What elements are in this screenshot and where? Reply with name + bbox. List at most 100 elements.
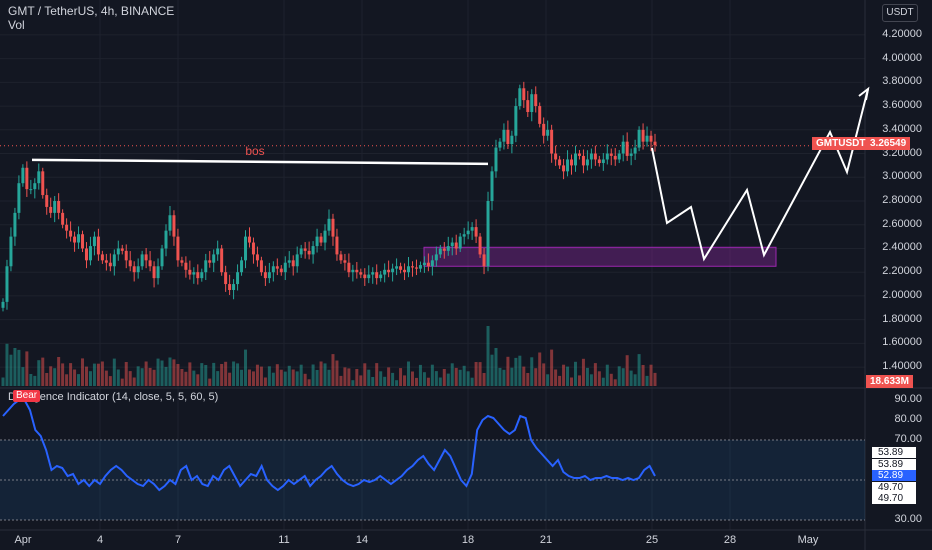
volume-bar bbox=[65, 374, 69, 386]
time-tick: 18 bbox=[461, 534, 475, 546]
candle-body bbox=[307, 250, 311, 255]
volume-bar bbox=[359, 375, 363, 386]
candle-body bbox=[251, 242, 255, 255]
candle-body bbox=[45, 195, 49, 207]
volume-bar bbox=[530, 357, 534, 386]
volume-bar bbox=[200, 363, 204, 386]
candle-body bbox=[49, 206, 53, 213]
volume-bar bbox=[407, 361, 411, 386]
candle-body bbox=[180, 260, 184, 263]
volume-bar bbox=[152, 369, 156, 386]
volume-bar bbox=[609, 373, 613, 386]
candle-body bbox=[399, 266, 403, 270]
volume-bar bbox=[172, 359, 176, 386]
volume-bar bbox=[144, 361, 148, 386]
candle-body bbox=[422, 262, 426, 266]
volume-bar bbox=[466, 371, 470, 386]
volume-bar bbox=[247, 369, 251, 386]
candle-body bbox=[478, 236, 482, 255]
candle-body bbox=[486, 201, 490, 267]
volume-bar bbox=[566, 366, 570, 386]
candle-body bbox=[291, 260, 295, 267]
volume-bar bbox=[418, 364, 422, 386]
volume-bar bbox=[637, 354, 641, 386]
candle-body bbox=[375, 272, 379, 279]
volume-bar bbox=[120, 378, 124, 386]
price-tick: 2.60000 bbox=[882, 217, 922, 230]
volume-bar bbox=[251, 371, 255, 386]
candle-body bbox=[172, 215, 176, 237]
indicator-tick: 90.00 bbox=[894, 393, 922, 405]
candle-body bbox=[585, 159, 589, 166]
volume-bar bbox=[160, 360, 164, 386]
candle-body bbox=[502, 129, 506, 142]
candle-body bbox=[331, 218, 335, 237]
candle-body bbox=[156, 266, 160, 279]
candle-body bbox=[621, 141, 625, 154]
candle-body bbox=[530, 94, 534, 112]
volume-bar bbox=[395, 380, 399, 386]
volume-bar bbox=[379, 371, 383, 386]
volume-bar bbox=[180, 369, 184, 386]
candle-body bbox=[208, 260, 212, 263]
volume-bar bbox=[176, 364, 180, 386]
candle-body bbox=[228, 284, 232, 290]
time-tick: 21 bbox=[539, 534, 553, 546]
candle-body bbox=[601, 159, 605, 164]
candle-body bbox=[53, 201, 57, 213]
candle-body bbox=[522, 88, 526, 101]
candle-body bbox=[363, 274, 367, 279]
volume-bar bbox=[478, 362, 482, 386]
candle-body bbox=[295, 254, 299, 267]
candle-body bbox=[562, 165, 566, 172]
volume-bar bbox=[597, 371, 601, 386]
candle-body bbox=[407, 266, 411, 273]
volume-bar bbox=[446, 373, 450, 386]
volume-bar bbox=[17, 349, 21, 386]
volume-bar bbox=[21, 367, 25, 386]
candle-body bbox=[176, 236, 180, 261]
price-tick: 4.00000 bbox=[882, 51, 922, 64]
indicator-chip: 53.89 bbox=[872, 447, 916, 458]
candle-body bbox=[355, 269, 359, 273]
candle-body bbox=[244, 236, 248, 261]
candle-body bbox=[641, 129, 645, 142]
candle-body bbox=[510, 135, 514, 145]
volume-bar bbox=[585, 367, 589, 386]
currency-button[interactable]: USDT bbox=[882, 4, 918, 22]
price-tick: 1.40000 bbox=[882, 360, 922, 373]
volume-bar bbox=[621, 368, 625, 386]
volume-bar bbox=[77, 374, 81, 386]
last-price-tag: 3.26549 bbox=[866, 137, 911, 150]
volume-bar bbox=[434, 371, 438, 386]
candle-body bbox=[148, 260, 152, 267]
volume-bar bbox=[653, 372, 657, 386]
candle-body bbox=[442, 248, 446, 251]
indicator-chip: 49.70 bbox=[872, 493, 916, 504]
candle-body bbox=[212, 254, 216, 263]
price-tick: 3.40000 bbox=[882, 122, 922, 135]
volume-bar bbox=[220, 364, 224, 386]
candle-body bbox=[168, 215, 172, 231]
volume-bar bbox=[343, 367, 347, 386]
volume-bar bbox=[216, 371, 220, 386]
candle-body bbox=[359, 272, 363, 275]
time-tick: 28 bbox=[723, 534, 737, 546]
volume-bar bbox=[399, 368, 403, 386]
volume-bar bbox=[482, 373, 486, 386]
time-tick: May bbox=[797, 534, 819, 546]
candle-body bbox=[41, 171, 45, 196]
volume-bar bbox=[454, 367, 458, 386]
candle-body bbox=[518, 88, 522, 107]
candle-body bbox=[104, 260, 108, 263]
volume-bar bbox=[625, 355, 629, 386]
volume-bar bbox=[73, 369, 77, 386]
volume-bar bbox=[263, 377, 267, 386]
candle-body bbox=[247, 236, 251, 243]
candle-body bbox=[410, 266, 414, 268]
candle-body bbox=[88, 246, 92, 261]
volume-bar bbox=[96, 363, 100, 386]
volume-bar bbox=[148, 367, 152, 386]
